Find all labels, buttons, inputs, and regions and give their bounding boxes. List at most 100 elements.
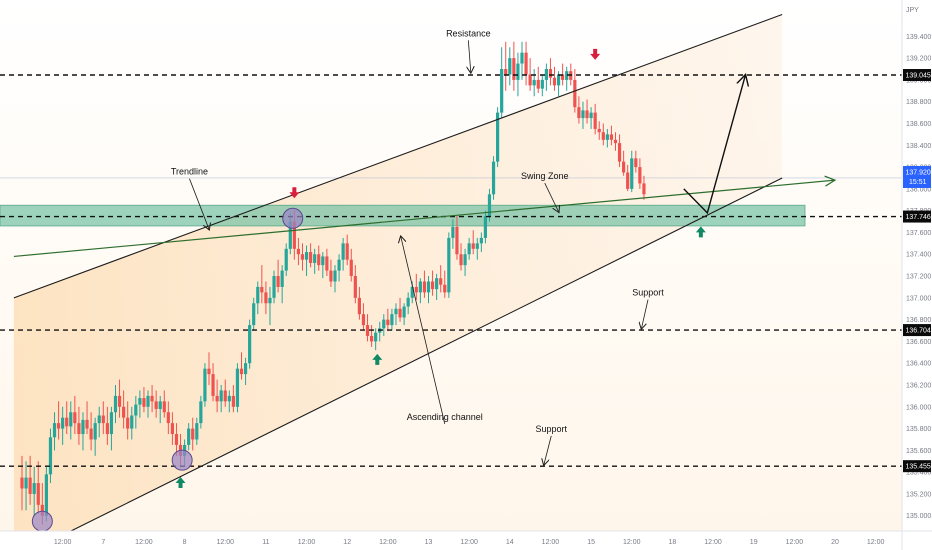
candle-body (528, 74, 532, 86)
annotation-pointer (401, 237, 446, 424)
candle (626, 164, 630, 192)
time-tick-label: 11 (262, 539, 269, 546)
candle (313, 248, 317, 274)
candle (158, 395, 162, 424)
candle-body (382, 319, 386, 329)
candle (483, 210, 488, 244)
candle (613, 132, 618, 151)
candle (215, 379, 219, 413)
candle-body (426, 281, 431, 293)
candle-body (491, 161, 496, 195)
swing-zone-band (0, 204, 806, 227)
price-axis[interactable]: JPY 135.000 135.200 135.400 135.600 135.800 13… (902, 0, 932, 550)
last-price-tag (903, 165, 931, 188)
candle (361, 303, 366, 331)
candle (565, 66, 569, 91)
candle (467, 237, 471, 260)
candle-body (601, 132, 605, 140)
candle-body (422, 281, 427, 293)
candle-body (32, 483, 36, 494)
candle (93, 417, 97, 456)
candle (548, 58, 553, 86)
candle (589, 107, 593, 129)
candle (191, 417, 195, 451)
candle-body (317, 254, 321, 266)
candle (73, 395, 77, 435)
candle-body (353, 276, 357, 298)
price-tick-label: 138.600 (906, 121, 931, 128)
time-tick-label: 12:00 (623, 539, 641, 546)
candle-body (105, 423, 109, 435)
annotation-label: Ascending channel (407, 412, 483, 422)
candle-body (134, 404, 138, 416)
candle-body (532, 79, 536, 86)
candle (166, 401, 170, 435)
candle-body (638, 167, 642, 184)
candle-body (56, 423, 61, 429)
candle (248, 319, 252, 369)
candle (174, 423, 179, 456)
candle (333, 265, 337, 293)
candle (508, 47, 512, 86)
annotation-label: Resistance (446, 28, 491, 38)
candle-body (581, 110, 585, 119)
price-tick-label: 136.000 (906, 404, 931, 411)
candle (138, 390, 142, 418)
candle-body (77, 423, 81, 435)
candle-body (48, 437, 53, 475)
candle (357, 286, 361, 320)
candle (496, 107, 500, 168)
candle-body (117, 395, 122, 407)
candle-body (219, 390, 223, 402)
candle-body (292, 221, 296, 249)
time-tick-label: 12:00 (379, 539, 397, 546)
candle-body (113, 395, 118, 413)
candle-body (61, 417, 65, 429)
candle (422, 270, 427, 298)
candle (418, 278, 422, 304)
candle (69, 401, 73, 440)
candle (426, 276, 431, 304)
price-tick-label: 136.600 (906, 339, 931, 346)
candle-body (256, 286, 260, 304)
time-tick-label: 12:00 (54, 539, 72, 546)
candle (532, 69, 536, 97)
candle-body (126, 417, 130, 429)
candle (309, 243, 313, 268)
candle (447, 232, 451, 298)
candle-body (284, 248, 288, 271)
price-tick-label: 136.800 (906, 317, 931, 324)
candle (337, 254, 341, 282)
candle-body (520, 52, 524, 64)
candle (435, 273, 439, 301)
candle-body (617, 143, 622, 162)
candle-body (40, 504, 44, 516)
annotation-label: Swing Zone (521, 171, 569, 181)
candle (634, 150, 638, 173)
time-tick-label: 12 (343, 539, 351, 546)
channel-fill (13, 14, 783, 550)
candle-body (280, 270, 284, 287)
time-tick-label: 20 (831, 539, 839, 546)
candle (122, 390, 126, 429)
candle-body (556, 74, 561, 86)
candle-body (365, 325, 370, 336)
candle (101, 401, 105, 435)
candle (89, 412, 93, 451)
candle (272, 270, 276, 304)
annotation-label: Trendline (171, 167, 208, 177)
candle-body (150, 395, 154, 402)
candle-body (577, 107, 581, 119)
candle-body (199, 401, 203, 424)
candle-body (158, 401, 162, 409)
candle-body (475, 243, 479, 249)
candle (195, 417, 199, 445)
candle-body (349, 259, 353, 277)
candle-body (235, 368, 240, 407)
price-tick-label: 137.600 (906, 230, 931, 237)
down-arrow-icon (590, 48, 601, 60)
candle-body (36, 483, 40, 505)
price-tick-label: 135.400 (906, 470, 931, 477)
